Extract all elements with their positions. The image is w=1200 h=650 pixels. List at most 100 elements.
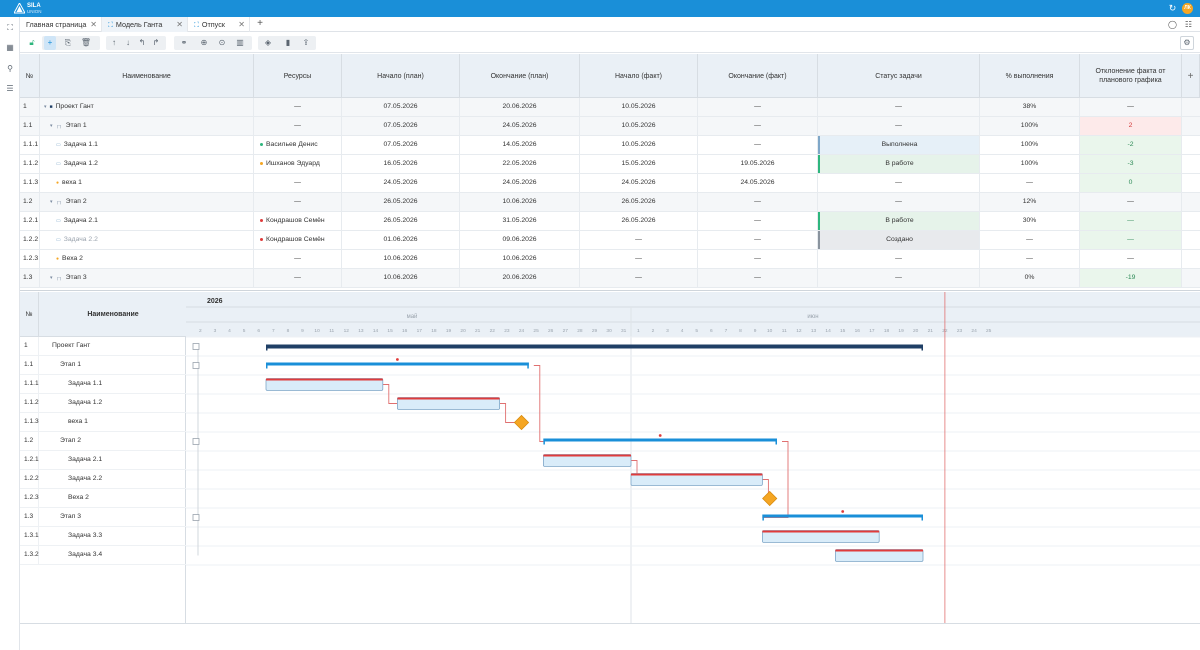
cell-resource[interactable]: — <box>254 193 342 211</box>
chart-icon[interactable]: ▮ <box>285 38 291 47</box>
cell-name[interactable]: ▾ ┌┐ Этап 2 <box>40 193 254 211</box>
outdent-icon[interactable]: ↰ <box>138 38 146 47</box>
cell-start-fact[interactable]: 15.05.2026 <box>580 155 698 173</box>
cell-name[interactable]: ▭ Задача 1.2 <box>40 155 254 173</box>
zoom-fit-icon[interactable]: ⊙ <box>218 38 226 47</box>
cell-start-fact[interactable]: — <box>580 231 698 249</box>
cell-deviation[interactable]: — <box>1080 193 1182 211</box>
delete-icon[interactable]: 🗑︎ <box>80 38 92 47</box>
cell-num[interactable]: 1.1.2 <box>20 155 40 173</box>
cell-deviation[interactable]: — <box>1080 231 1182 249</box>
tab-gantt[interactable]: ⛶ Модель Ганта ✕ <box>102 17 188 32</box>
table-row[interactable]: 1.2.3 ● Веха 2—10.06.2026 10.06.2026— — — — — <box>20 250 1200 269</box>
cell-start-plan[interactable]: 26.05.2026 <box>342 193 460 211</box>
cell-start-fact[interactable]: 10.05.2026 <box>580 98 698 116</box>
chat-icon[interactable]: ◯ <box>1168 20 1177 29</box>
chevron-down-icon[interactable]: ▾ <box>44 104 47 110</box>
cell-start-plan[interactable]: 07.05.2026 <box>342 98 460 116</box>
cell-num[interactable]: 1.1 <box>20 117 40 135</box>
grid-icon[interactable]: ▦ <box>6 43 14 52</box>
table-row[interactable]: 1.3 ▾ ┌┐ Этап 3 — 10.06.2026 20.06.2026 — — — 0% -1… <box>20 269 1200 288</box>
cell-num[interactable]: 1.2.1 <box>20 212 40 230</box>
cell-percent[interactable]: 100% <box>980 117 1080 135</box>
cell-start-fact[interactable]: 24.05.2026 <box>580 174 698 192</box>
refresh-icon[interactable]: ↻ <box>1168 3 1177 13</box>
cell-status[interactable]: — <box>818 117 980 135</box>
cell-deviation[interactable]: -2 <box>1080 136 1182 154</box>
close-icon[interactable]: ✕ <box>176 20 183 29</box>
upload-icon[interactable]: ⇪ <box>302 38 310 47</box>
cell-end-fact[interactable]: — <box>698 212 818 230</box>
chevron-down-icon[interactable]: ▾ <box>50 199 53 205</box>
gantt-list-item[interactable]: 1.2.1 Задача 2.1 <box>20 451 186 470</box>
column-header-start-fact[interactable]: Начало (факт) <box>580 54 698 98</box>
table-row[interactable]: 1.1.3 ● веха 1—24.05.2026 24.05.2026 24.05.2… <box>20 174 1200 193</box>
cell-start-plan[interactable]: 24.05.2026 <box>342 174 460 192</box>
column-header-status[interactable]: Статус задачи <box>818 54 980 98</box>
cell-deviation[interactable]: — <box>1080 98 1182 116</box>
cell-deviation[interactable]: -3 <box>1080 155 1182 173</box>
cell-end-plan[interactable]: 20.06.2026 <box>460 98 580 116</box>
cell-deviation[interactable]: -19 <box>1080 269 1182 287</box>
cell-end-plan[interactable]: 22.05.2026 <box>460 155 580 173</box>
column-header-number[interactable]: № <box>20 54 40 98</box>
cell-end-plan[interactable]: 24.05.2026 <box>460 117 580 135</box>
zoom-in-icon[interactable]: ⊕ <box>200 38 208 47</box>
gantt-list-item[interactable]: 1.1.2 Задача 1.2 <box>20 394 186 413</box>
arrow-down-icon[interactable]: ↓ <box>126 38 130 47</box>
add-button[interactable]: + <box>44 36 56 50</box>
cell-num[interactable]: 1.1.1 <box>20 136 40 154</box>
cell-num[interactable]: 1.2.3 <box>20 250 40 268</box>
add-column-button[interactable]: + <box>1182 54 1200 98</box>
cell-start-plan[interactable]: 01.06.2026 <box>342 231 460 249</box>
cell-start-plan[interactable]: 16.05.2026 <box>342 155 460 173</box>
cell-status[interactable]: В работе <box>818 212 980 230</box>
cell-percent[interactable]: 100% <box>980 155 1080 173</box>
cell-percent[interactable]: 100% <box>980 136 1080 154</box>
cell-name[interactable]: ▭ Задача 2.1 <box>40 212 254 230</box>
table-row[interactable]: 1.2 ▾ ┌┐ Этап 2 — 26.05.2026 10.06.2026 26.05.2… <box>20 193 1200 212</box>
cell-end-fact[interactable]: 19.05.2026 <box>698 155 818 173</box>
gantt-list-item[interactable]: 1.3 Этап 3 <box>20 508 186 527</box>
cell-resource[interactable]: Ишханов Эдуард <box>254 155 342 173</box>
cell-num[interactable]: 1.1.3 <box>20 174 40 192</box>
cell-start-plan[interactable]: 07.05.2026 <box>342 117 460 135</box>
cell-resource[interactable]: — <box>254 174 342 192</box>
cell-resource[interactable]: — <box>254 117 342 135</box>
cell-percent[interactable]: 0% <box>980 269 1080 287</box>
copy-icon[interactable]: ⎘ <box>64 38 72 47</box>
cell-start-plan[interactable]: 10.06.2026 <box>342 250 460 268</box>
cell-num[interactable]: 1.2 <box>20 193 40 211</box>
cell-percent[interactable]: — <box>980 174 1080 192</box>
table-row[interactable]: 1.1.1 ▭ Задача 1.1 Васильев Денис 07.05.2026… <box>20 136 1200 155</box>
cell-start-fact[interactable]: — <box>580 250 698 268</box>
gantt-list-item[interactable]: 1.1 Этап 1 <box>20 356 186 375</box>
cell-end-fact[interactable]: — <box>698 136 818 154</box>
cell-resource[interactable]: Васильев Денис <box>254 136 342 154</box>
cell-end-fact[interactable]: — <box>698 193 818 211</box>
cell-end-fact[interactable]: — <box>698 250 818 268</box>
column-header-end-plan[interactable]: Окончание (план) <box>460 54 580 98</box>
columns-icon[interactable]: ▥ <box>236 38 244 47</box>
cell-name[interactable]: ▾ ■ Проект Гант <box>40 98 254 116</box>
gantt-list-item[interactable]: 1.1.3 веха 1 <box>20 413 186 432</box>
sliders-icon[interactable]: ☷ <box>1184 20 1193 29</box>
chevron-down-icon[interactable]: ▾ <box>50 275 53 281</box>
cell-name[interactable]: ● веха 1 <box>40 174 254 192</box>
cell-percent[interactable]: 38% <box>980 98 1080 116</box>
cell-end-plan[interactable]: 09.06.2026 <box>460 231 580 249</box>
cell-end-plan[interactable]: 31.05.2026 <box>460 212 580 230</box>
cell-resource[interactable]: Кондрашов Семён <box>254 212 342 230</box>
cell-deviation[interactable]: 0 <box>1080 174 1182 192</box>
cell-resource[interactable]: — <box>254 250 342 268</box>
chevron-down-icon[interactable]: ▾ <box>50 123 53 129</box>
cell-deviation[interactable]: — <box>1080 250 1182 268</box>
gantt-list-item[interactable]: 1.1.1 Задача 1.1 <box>20 375 186 394</box>
table-row[interactable]: 1.1.2 ▭ Задача 1.2 Ишханов Эдуард 16.05.2026… <box>20 155 1200 174</box>
cell-status[interactable]: В работе <box>818 155 980 173</box>
link-icon[interactable]: ⚭ <box>180 38 188 47</box>
cell-name[interactable]: ● Веха 2 <box>40 250 254 268</box>
column-header-end-fact[interactable]: Окончание (факт) <box>698 54 818 98</box>
cell-start-fact[interactable]: — <box>580 269 698 287</box>
cell-status[interactable]: Выполнена <box>818 136 980 154</box>
